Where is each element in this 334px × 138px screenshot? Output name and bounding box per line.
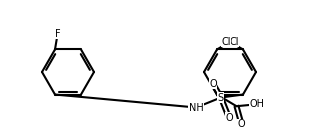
Text: OH: OH — [250, 99, 265, 109]
Text: O: O — [225, 112, 233, 123]
Text: O: O — [209, 79, 217, 88]
Text: F: F — [55, 29, 60, 39]
Text: NH: NH — [189, 103, 204, 112]
Text: Cl: Cl — [229, 37, 239, 47]
Text: S: S — [218, 92, 224, 103]
Text: Cl: Cl — [221, 37, 231, 47]
Text: O: O — [238, 119, 245, 129]
